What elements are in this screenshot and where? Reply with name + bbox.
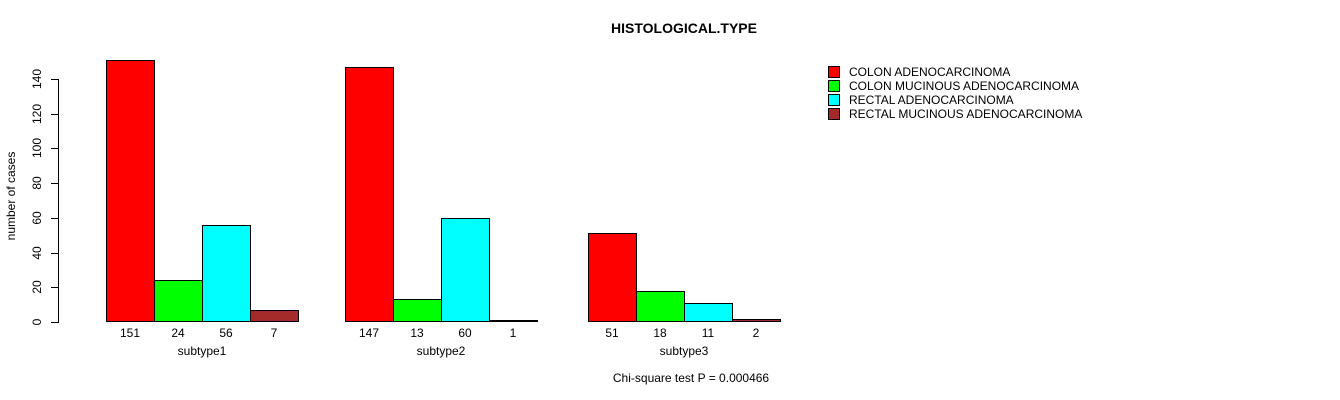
bar-subtype3-series2 xyxy=(684,303,733,322)
y-tick-mark xyxy=(51,217,58,219)
bar-subtype1-series2 xyxy=(202,225,251,322)
group-label-subtype2: subtype2 xyxy=(416,344,466,358)
legend-row: RECTAL MUCINOUS ADENOCARCINOMA xyxy=(828,107,1082,121)
bar-subtype1-series0 xyxy=(106,60,155,322)
y-tick-label: 40 xyxy=(30,245,44,260)
y-tick-label: 0 xyxy=(30,318,44,326)
bar-subtype1-series1 xyxy=(154,280,203,322)
chi-square-footnote: Chi-square test P = 0.000466 xyxy=(612,371,770,385)
y-tick-label: 120 xyxy=(30,103,44,124)
legend-label: RECTAL ADENOCARCINOMA xyxy=(849,93,1014,107)
bar-value-label: 60 xyxy=(458,326,472,340)
bar-subtype1-series3 xyxy=(250,310,299,322)
bar-value-label: 7 xyxy=(270,326,278,340)
bar-subtype2-series2 xyxy=(441,218,490,322)
y-axis-line xyxy=(58,79,59,323)
bar-value-label: 13 xyxy=(410,326,424,340)
bar-value-label: 24 xyxy=(171,326,185,340)
bar-value-label: 1 xyxy=(509,326,517,340)
y-tick-mark xyxy=(51,252,58,254)
legend-row: RECTAL ADENOCARCINOMA xyxy=(828,93,1082,107)
bar-value-label: 51 xyxy=(605,326,619,340)
bar-subtype2-series0 xyxy=(345,67,394,322)
legend-label: COLON ADENOCARCINOMA xyxy=(849,65,1011,79)
y-tick-mark xyxy=(51,183,58,185)
y-tick-mark xyxy=(51,148,58,150)
y-tick-label: 140 xyxy=(30,68,44,90)
legend-swatch xyxy=(828,66,840,78)
y-tick-label: 80 xyxy=(30,176,44,190)
y-tick-mark xyxy=(51,113,58,115)
legend-swatch xyxy=(828,80,840,92)
bar-value-label: 11 xyxy=(701,326,715,340)
y-tick-label: 60 xyxy=(30,211,44,225)
y-axis-label: number of cases xyxy=(4,151,18,241)
bar-value-label: 151 xyxy=(119,326,141,340)
bar-subtype2-series1 xyxy=(393,299,442,322)
legend-label: COLON MUCINOUS ADENOCARCINOMA xyxy=(849,79,1080,93)
bar-subtype3-series0 xyxy=(588,233,637,322)
group-label-subtype3: subtype3 xyxy=(659,344,709,358)
legend-label: RECTAL MUCINOUS ADENOCARCINOMA xyxy=(849,107,1083,121)
chart-title: HISTOLOGICAL.TYPE xyxy=(611,20,757,36)
bar-value-label: 56 xyxy=(219,326,233,340)
y-tick-mark xyxy=(51,79,58,80)
bar-subtype2-series3 xyxy=(489,320,538,322)
bar-subtype3-series3 xyxy=(732,319,781,322)
y-tick-label: 100 xyxy=(30,138,44,159)
legend: COLON ADENOCARCINOMA COLON MUCINOUS ADENO… xyxy=(828,65,1082,121)
y-tick-mark xyxy=(51,287,58,289)
legend-row: COLON MUCINOUS ADENOCARCINOMA xyxy=(828,79,1082,93)
y-tick-label: 20 xyxy=(30,280,44,294)
bar-value-label: 18 xyxy=(653,326,667,340)
legend-row: COLON ADENOCARCINOMA xyxy=(828,65,1082,79)
group-label-subtype1: subtype1 xyxy=(177,344,227,358)
bar-value-label: 2 xyxy=(752,326,760,340)
y-tick-mark xyxy=(51,322,58,323)
bar-value-label: 147 xyxy=(358,326,380,340)
bar-subtype3-series1 xyxy=(636,291,685,322)
legend-swatch xyxy=(828,94,840,106)
legend-swatch xyxy=(828,108,840,120)
